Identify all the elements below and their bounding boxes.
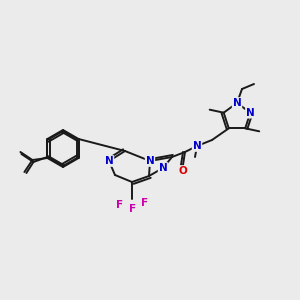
- Text: N: N: [146, 156, 154, 166]
- Text: N: N: [105, 156, 113, 166]
- Text: N: N: [232, 98, 242, 108]
- Text: O: O: [178, 166, 188, 176]
- Text: F: F: [141, 198, 148, 208]
- Text: N: N: [159, 163, 167, 173]
- Text: F: F: [116, 200, 124, 210]
- Text: N: N: [246, 108, 255, 118]
- Text: N: N: [193, 141, 201, 151]
- Text: F: F: [129, 204, 137, 214]
